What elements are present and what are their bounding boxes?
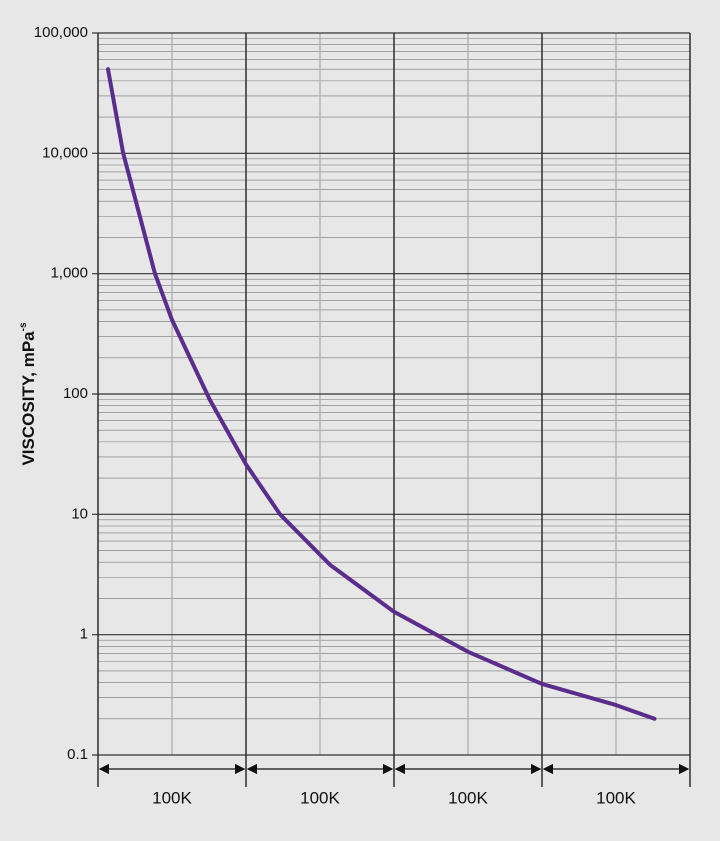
segment-label: 100K	[152, 788, 192, 807]
y-tick-label: 1	[80, 626, 88, 643]
segment-label: 100K	[448, 788, 488, 807]
line-series	[106, 67, 657, 721]
y-tick-label: 0.1	[67, 746, 88, 763]
y-tick-label: 1,000	[50, 265, 88, 282]
y-axis-label: VISCOSITY, mPa-s	[18, 322, 39, 466]
y-tick-label: 10,000	[42, 144, 88, 161]
y-tick-label: 100	[63, 385, 88, 402]
segment-label: 100K	[596, 788, 636, 807]
y-tick-label: 100,000	[34, 24, 88, 41]
segment-label: 100K	[300, 788, 340, 807]
y-tick-label: 10	[71, 505, 88, 522]
y-label-main: VISCOSITY, mPa	[19, 331, 38, 466]
y-label-sup: -s	[18, 322, 29, 331]
